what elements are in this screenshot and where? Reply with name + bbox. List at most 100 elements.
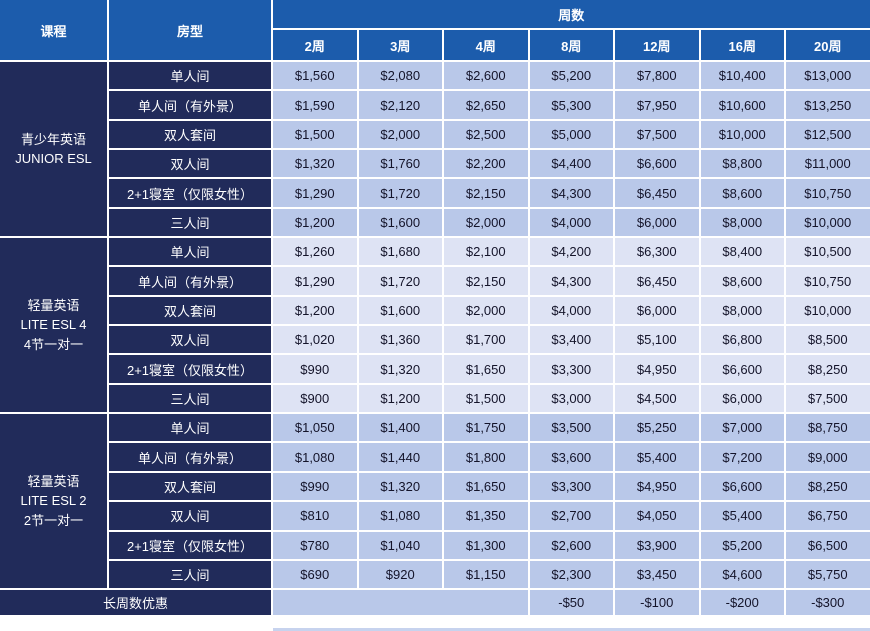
price-cell: $1,150: [444, 560, 528, 589]
price-cell: $5,400: [700, 502, 784, 530]
price-cell: $1,650: [444, 472, 528, 501]
price-cell: $2,600: [444, 62, 528, 90]
header-room: 房型: [109, 0, 271, 60]
room-type-cell: 单人间: [109, 62, 271, 90]
week-header-cell: 12周: [615, 30, 699, 60]
price-cell: $10,750: [786, 179, 870, 207]
price-cell: $1,750: [444, 414, 528, 442]
week-header-cell: 20周: [786, 30, 870, 60]
price-cell: $5,250: [615, 414, 699, 442]
price-cell: $8,800: [700, 150, 784, 178]
price-cell: $5,300: [529, 91, 613, 119]
price-cell: $8,600: [700, 267, 784, 295]
price-cell: $1,320: [273, 150, 357, 178]
price-cell: $6,000: [700, 384, 784, 413]
price-cell: $6,000: [615, 208, 699, 237]
discount-value-cell: -$50: [529, 590, 613, 616]
price-cell: $8,500: [786, 326, 870, 354]
price-cell: $4,500: [615, 384, 699, 413]
price-cell: $4,000: [529, 296, 613, 325]
room-type-cell: 三人间: [109, 560, 271, 589]
price-cell: $8,600: [700, 179, 784, 207]
price-cell: $13,000: [786, 62, 870, 90]
course-group-line: 青少年英语: [20, 131, 86, 147]
price-cell: $2,150: [444, 179, 528, 207]
price-cell: $3,300: [529, 355, 613, 383]
price-cell: $4,200: [529, 238, 613, 266]
room-type-cell: 双人套间: [109, 472, 271, 501]
price-cell: $1,200: [358, 384, 442, 413]
room-type-cell: 单人间（有外景）: [109, 443, 271, 471]
price-cell: $1,020: [273, 326, 357, 354]
price-cell: $13,250: [786, 91, 870, 119]
price-cell: $2,150: [444, 267, 528, 295]
price-cell: $1,440: [358, 443, 442, 471]
price-cell: $6,450: [615, 179, 699, 207]
price-cell: $1,290: [273, 179, 357, 207]
price-cell: $10,000: [700, 120, 784, 149]
price-cell: $3,600: [529, 443, 613, 471]
room-type-cell: 双人套间: [109, 296, 271, 325]
price-cell: $6,000: [615, 296, 699, 325]
room-type-cell: 单人间（有外景）: [109, 267, 271, 295]
price-cell: $7,000: [700, 414, 784, 442]
course-group-line: 轻量英语: [27, 473, 80, 489]
price-cell: $7,500: [615, 120, 699, 149]
price-cell: $12,500: [786, 120, 870, 149]
price-cell: $3,400: [529, 326, 613, 354]
price-cell: $900: [273, 384, 357, 413]
price-cell: $1,600: [358, 296, 442, 325]
price-cell: $6,450: [615, 267, 699, 295]
price-cell: $4,950: [615, 355, 699, 383]
room-type-cell: 单人间: [109, 414, 271, 442]
price-cell: $9,000: [786, 443, 870, 471]
course-group-line: 4节一对一: [23, 336, 84, 352]
price-cell: $8,400: [700, 238, 784, 266]
room-type-cell: 2+1寝室（仅限女性）: [109, 179, 271, 207]
price-cell: $2,000: [358, 120, 442, 149]
price-cell: $4,950: [615, 472, 699, 501]
price-cell: $1,500: [273, 120, 357, 149]
price-cell: $5,750: [786, 560, 870, 589]
price-cell: $4,000: [529, 208, 613, 237]
price-cell: $1,200: [273, 208, 357, 237]
price-cell: $4,300: [529, 267, 613, 295]
price-cell: $810: [273, 502, 357, 530]
discount-value-cell: -$200: [700, 590, 784, 616]
price-cell: $10,000: [786, 208, 870, 237]
price-cell: $1,700: [444, 326, 528, 354]
room-type-cell: 单人间（有外景）: [109, 91, 271, 119]
price-cell: $1,080: [358, 502, 442, 530]
price-cell: $4,400: [529, 150, 613, 178]
price-cell: $1,300: [444, 531, 528, 559]
price-cell: $3,500: [529, 414, 613, 442]
price-cell: $5,100: [615, 326, 699, 354]
price-cell: $990: [273, 472, 357, 501]
price-cell: $1,320: [358, 472, 442, 501]
price-cell: $780: [273, 531, 357, 559]
price-cell: $2,700: [529, 502, 613, 530]
price-cell: $6,600: [700, 472, 784, 501]
course-group-line: LITE ESL 2: [20, 493, 87, 509]
price-cell: $6,600: [700, 355, 784, 383]
room-type-cell: 2+1寝室（仅限女性）: [109, 355, 271, 383]
price-cell: $7,950: [615, 91, 699, 119]
room-type-cell: 2+1寝室（仅限女性）: [109, 531, 271, 559]
price-cell: $2,200: [444, 150, 528, 178]
price-cell: $2,120: [358, 91, 442, 119]
discount-label: 长周数优惠: [0, 590, 271, 616]
price-cell: $1,400: [358, 414, 442, 442]
price-cell: $5,200: [529, 62, 613, 90]
price-cell: $2,100: [444, 238, 528, 266]
room-type-cell: 双人间: [109, 502, 271, 530]
price-cell: $1,040: [358, 531, 442, 559]
price-cell: $5,200: [700, 531, 784, 559]
price-cell: $10,000: [786, 296, 870, 325]
price-cell: $6,300: [615, 238, 699, 266]
price-cell: $2,600: [529, 531, 613, 559]
course-group-line: 轻量英语: [27, 297, 80, 313]
price-cell: $1,720: [358, 267, 442, 295]
course-group-line: JUNIOR ESL: [15, 151, 92, 167]
price-cell: $3,000: [529, 384, 613, 413]
